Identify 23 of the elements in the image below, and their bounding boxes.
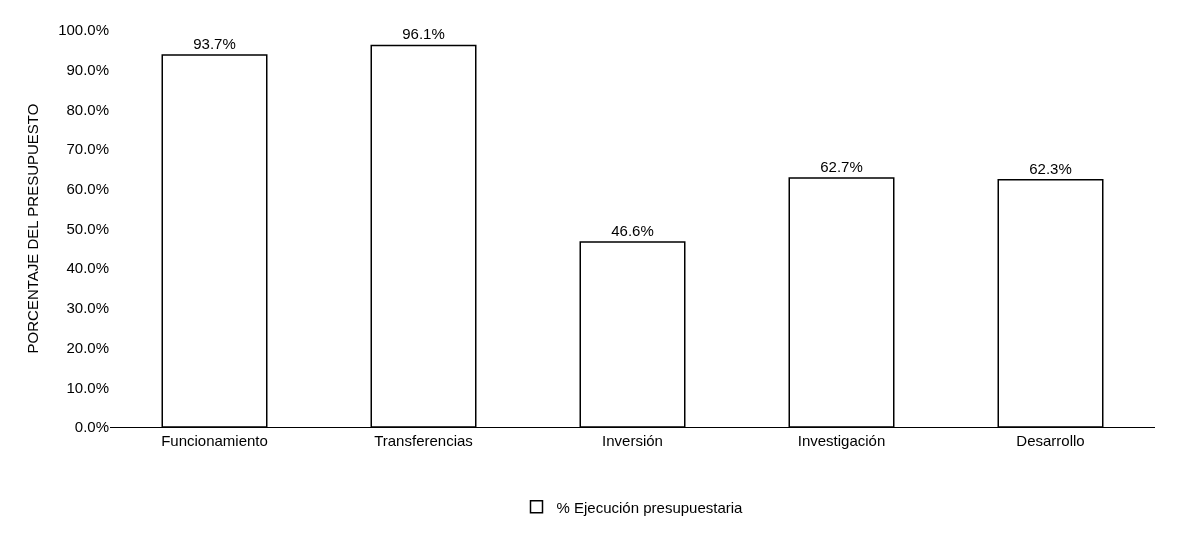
data-label: 62.3%: [1029, 159, 1072, 177]
y-tick-label: 80.0%: [66, 100, 109, 118]
y-tick-label: 60.0%: [66, 180, 109, 198]
y-tick-label: 50.0%: [66, 219, 109, 237]
y-tick-label: 70.0%: [66, 140, 109, 158]
y-tick-label: 40.0%: [66, 259, 109, 277]
y-tick-label: 10.0%: [66, 378, 109, 396]
legend-label: % Ejecución presupuestaria: [556, 498, 744, 516]
x-tick-label: Investigación: [797, 432, 886, 449]
x-tick-label: Transferencias: [374, 432, 473, 449]
data-label: 96.1%: [402, 25, 445, 43]
data-label: 93.7%: [193, 35, 236, 53]
data-label: 46.6%: [611, 222, 654, 239]
x-tick-label: Inversión: [602, 432, 663, 449]
y-tick-label: 20.0%: [66, 338, 109, 356]
y-tick-label: 0.0%: [74, 418, 109, 436]
y-axis-title: PORCENTAJE DEL PRESUPUESTO: [24, 103, 42, 354]
data-label: 62.7%: [820, 158, 863, 176]
y-tick-label: 90.0%: [66, 60, 109, 78]
x-tick-label: Desarrollo: [1016, 432, 1085, 449]
x-tick-label: Funcionamiento: [161, 432, 268, 449]
y-tick-label: 30.0%: [66, 299, 109, 317]
y-tick-label: 100.0%: [58, 21, 109, 39]
